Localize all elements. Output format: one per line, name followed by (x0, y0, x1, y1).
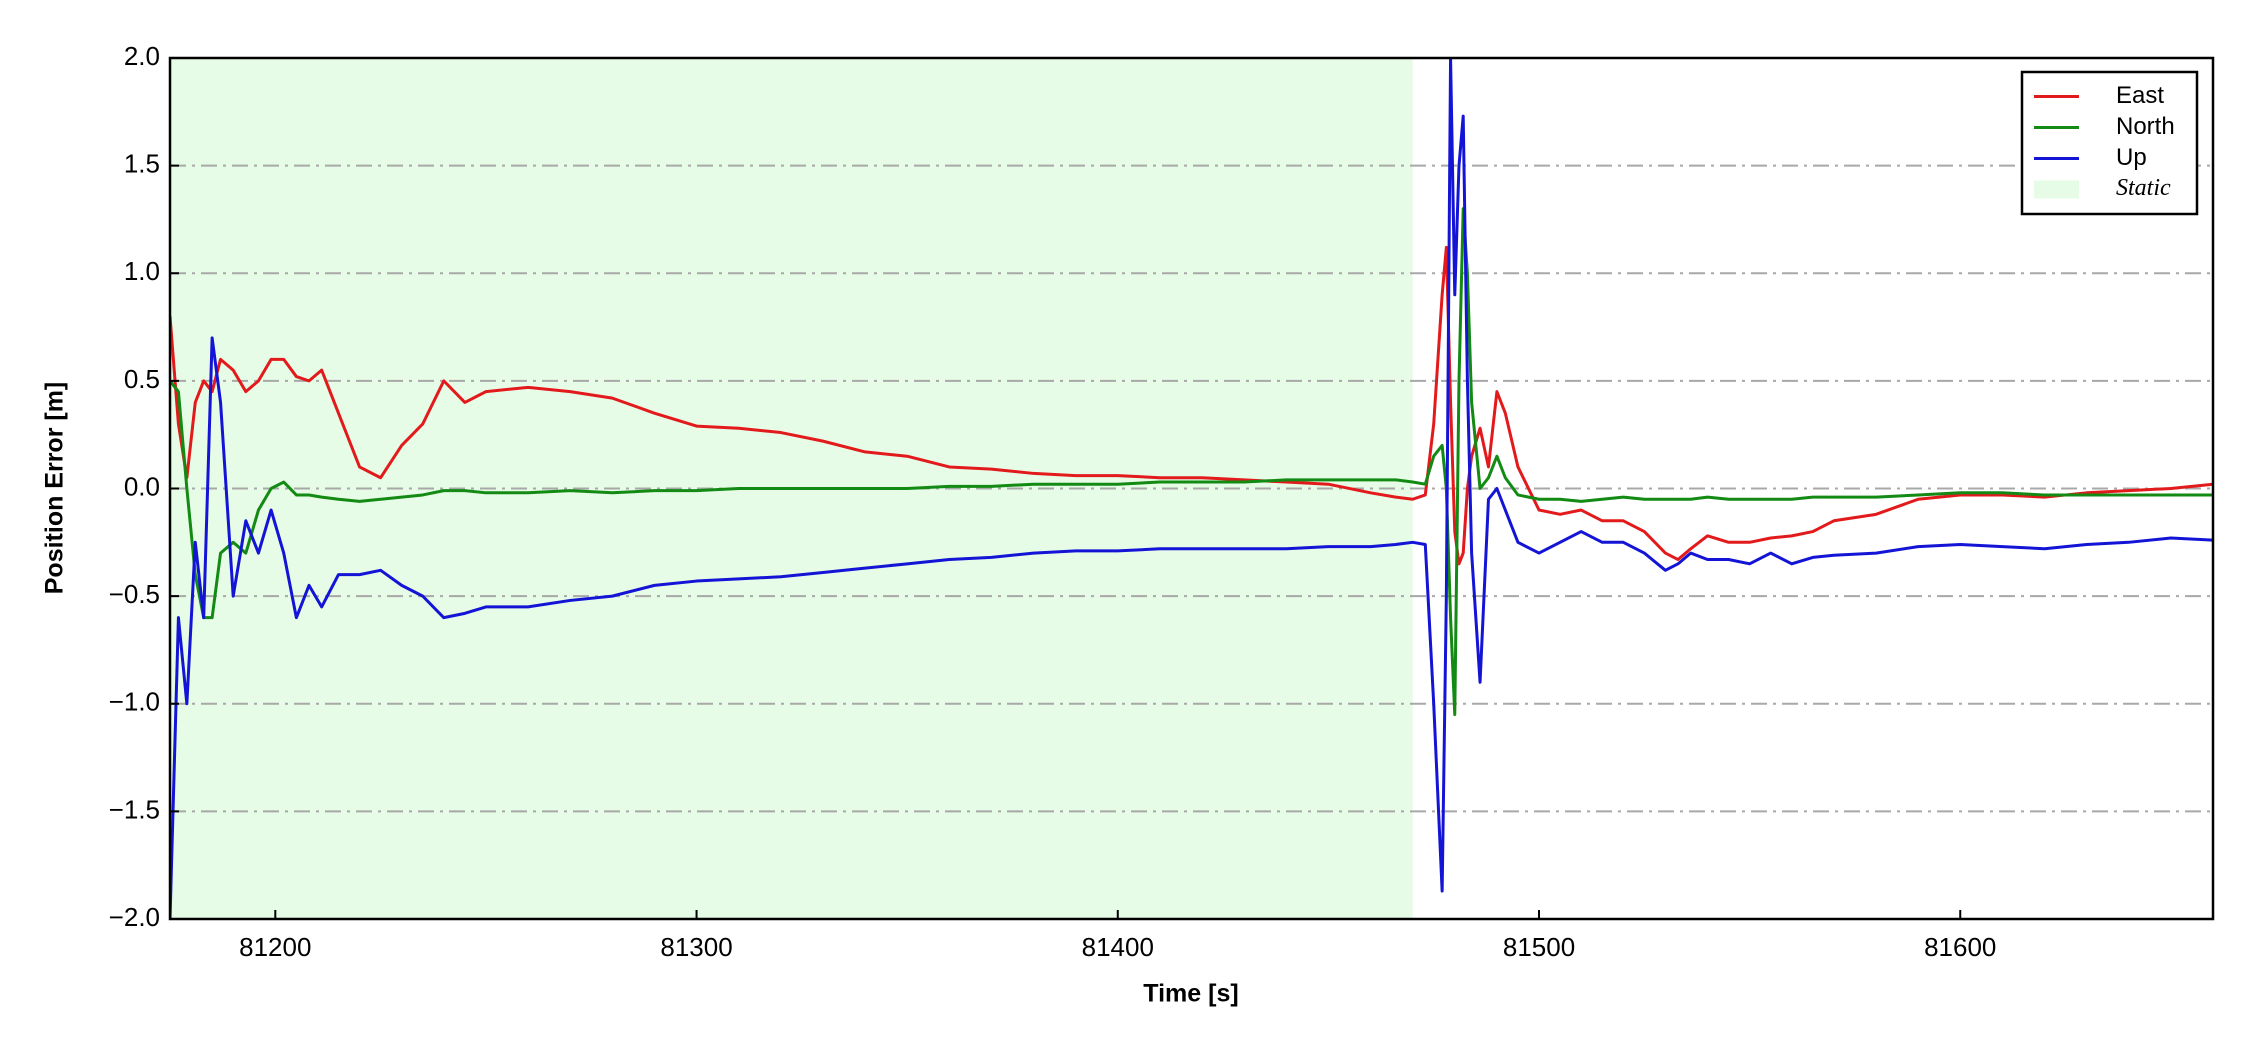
legend: East North Up Static (2020, 70, 2199, 216)
x-tick-label: 81500 (1503, 932, 1575, 962)
y-tick-label: 0.0 (124, 471, 160, 501)
y-tick-label: 1.5 (124, 149, 160, 179)
series-line (170, 245, 2213, 566)
series-line (170, 58, 2213, 919)
legend-label: North (2116, 113, 2175, 140)
axes: −2.0 −1.5 −1.0 −0.5 0.0 0.5 1.0 1.5 2.0 81200 8130… (109, 41, 2215, 962)
y-tick-label: −1.0 (109, 687, 160, 717)
y-axis-label: Position Error [m] (41, 382, 69, 595)
y-tick-label: 2.0 (124, 41, 160, 71)
x-tick-label: 81200 (239, 932, 311, 962)
y-tick-label: −2.0 (109, 902, 160, 932)
legend-label: East (2116, 82, 2164, 109)
series-lines (170, 58, 2213, 919)
y-tick-label: 1.0 (124, 256, 160, 286)
legend-label: Static (2116, 175, 2171, 201)
y-tick-label: −1.5 (109, 794, 160, 824)
x-tick-label: 81600 (1924, 932, 1996, 962)
y-tick-label: 0.5 (124, 364, 160, 394)
x-tick-label: 81400 (1082, 932, 1154, 962)
series-line (170, 207, 2213, 717)
x-tick-label: 81300 (660, 932, 732, 962)
legend-swatch (2034, 180, 2079, 199)
x-axis-label: Time [s] (1143, 980, 1238, 1008)
legend-label: Up (2116, 144, 2147, 171)
y-tick-label: −0.5 (109, 579, 160, 609)
plot-frame (168, 56, 2215, 921)
